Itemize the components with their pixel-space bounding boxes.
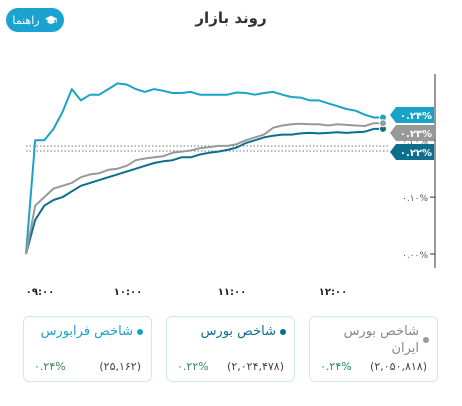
card-name: شاخص فرابورس: [40, 324, 133, 339]
value-tag: [390, 144, 434, 160]
card-change: ۰.۲۴%: [34, 360, 66, 373]
y-tick-label: ۰.۱۰%: [402, 194, 428, 204]
card-value: (۲۵,۱۶۲): [99, 360, 141, 373]
x-tick-label: ۰۹:۰۰: [26, 287, 54, 298]
index-card-farabourse[interactable]: شاخص فرابورس (۲۵,۱۶۲) ۰.۲۴%: [23, 316, 152, 382]
series-dot: [280, 329, 286, 335]
value-tag: [390, 107, 434, 123]
card-change: ۰.۲۲%: [177, 360, 209, 373]
series-dot: [423, 337, 429, 343]
value-tag-label: ۰.۲۲%: [400, 148, 432, 159]
index-card-bourse[interactable]: شاخص بورس (۲,۰۲۴,۴۷۸) ۰.۲۲%: [166, 316, 295, 382]
series-line: [25, 122, 383, 255]
card-value: (۲,۰۵۰,۸۱۸): [370, 360, 427, 373]
x-tick-label: ۱۲:۰۰: [319, 287, 347, 298]
guide-button[interactable]: راهنما: [6, 8, 64, 32]
value-tag: [390, 125, 434, 141]
series-dot: [137, 329, 143, 335]
y-tick-label: ۰.۲۰%: [402, 137, 428, 147]
series-end-dot: [379, 119, 387, 128]
card-change: ۰.۲۴%: [320, 360, 352, 373]
card-name: شاخص بورس: [200, 324, 276, 339]
series-line: [25, 82, 383, 255]
market-trend-chart: ۰.۰۰% ۰.۱۰% ۰.۲۰% ۰۹:۰۰ ۱۰:۰۰ ۱۱:۰۰ ۱۲:۰۰ ۰.۲۴%…: [25, 74, 436, 298]
card-name: شاخص بورس ایران: [343, 324, 419, 356]
index-card-bourse-iran[interactable]: شاخص بورس ایران (۲,۰۵۰,۸۱۸) ۰.۲۴%: [309, 316, 438, 382]
value-tag-label: ۰.۲۳%: [400, 129, 432, 140]
x-tick-label: ۱۰:۰۰: [114, 287, 142, 298]
y-tick-label: ۰.۰۰%: [402, 251, 428, 261]
graduation-cap-icon: [44, 15, 57, 24]
widget-title: روند بازار: [195, 9, 267, 27]
card-value: (۲,۰۲۴,۴۷۸): [227, 360, 284, 373]
value-tag-label: ۰.۲۴%: [400, 111, 432, 122]
x-tick-label: ۱۱:۰۰: [218, 287, 246, 298]
guide-label: راهنما: [12, 13, 40, 27]
series-line: [25, 127, 383, 255]
